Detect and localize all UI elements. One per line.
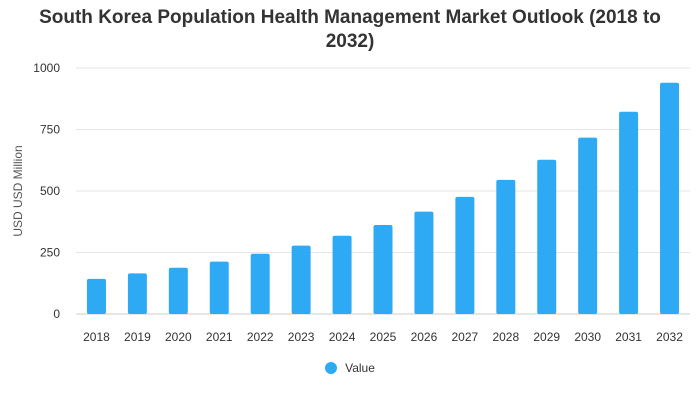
y-axis-label: USD USD Million: [11, 145, 25, 236]
legend-label[interactable]: Value: [345, 361, 375, 375]
bar-2024[interactable]: [332, 235, 352, 314]
bar-2030[interactable]: [578, 137, 598, 314]
bar-2032[interactable]: [660, 82, 680, 314]
y-tick-label: 250: [40, 246, 60, 260]
bar-2023[interactable]: [291, 245, 311, 314]
y-tick-label: 1000: [33, 61, 60, 75]
bar-2029[interactable]: [537, 159, 557, 314]
bar-2020[interactable]: [168, 267, 188, 314]
x-tick-label: 2027: [452, 330, 479, 344]
x-tick-label: 2022: [247, 330, 274, 344]
legend-swatch: [325, 362, 338, 374]
x-axis-ticks: 2018 2019 2020 2021 2022 2023 2024 2025 2026 2027…: [83, 330, 683, 344]
x-tick-label: 2029: [533, 330, 560, 344]
bar-2031[interactable]: [619, 111, 639, 315]
x-tick-label: 2020: [165, 330, 192, 344]
bar-2018[interactable]: [86, 278, 106, 314]
bar-2022[interactable]: [250, 253, 270, 314]
bar-2019[interactable]: [127, 273, 147, 314]
bar-2026[interactable]: [414, 211, 434, 314]
y-axis-ticks: 0 250 500 750 1000: [33, 61, 60, 321]
x-tick-label: 2018: [83, 330, 110, 344]
chart-title: South Korea Population Health Management…: [39, 7, 661, 52]
y-tick-label: 750: [40, 123, 60, 137]
x-tick-label: 2023: [288, 330, 315, 344]
bar-2028[interactable]: [496, 179, 516, 314]
y-tick-label: 500: [40, 184, 60, 198]
x-tick-label: 2019: [124, 330, 151, 344]
bar-2025[interactable]: [373, 224, 393, 314]
x-tick-label: 2032: [656, 330, 683, 344]
bars: [86, 82, 680, 315]
bar-2021[interactable]: [209, 261, 229, 314]
legend: Value: [0, 361, 700, 375]
x-tick-label: 2025: [370, 330, 397, 344]
x-tick-label: 2021: [206, 330, 233, 344]
x-tick-label: 2031: [615, 330, 642, 344]
x-tick-label: 2026: [411, 330, 438, 344]
bar-2027[interactable]: [455, 196, 475, 314]
x-tick-label: 2028: [492, 330, 519, 344]
x-tick-label: 2030: [574, 330, 601, 344]
x-tick-label: 2024: [329, 330, 356, 344]
y-tick-label: 0: [53, 307, 60, 321]
